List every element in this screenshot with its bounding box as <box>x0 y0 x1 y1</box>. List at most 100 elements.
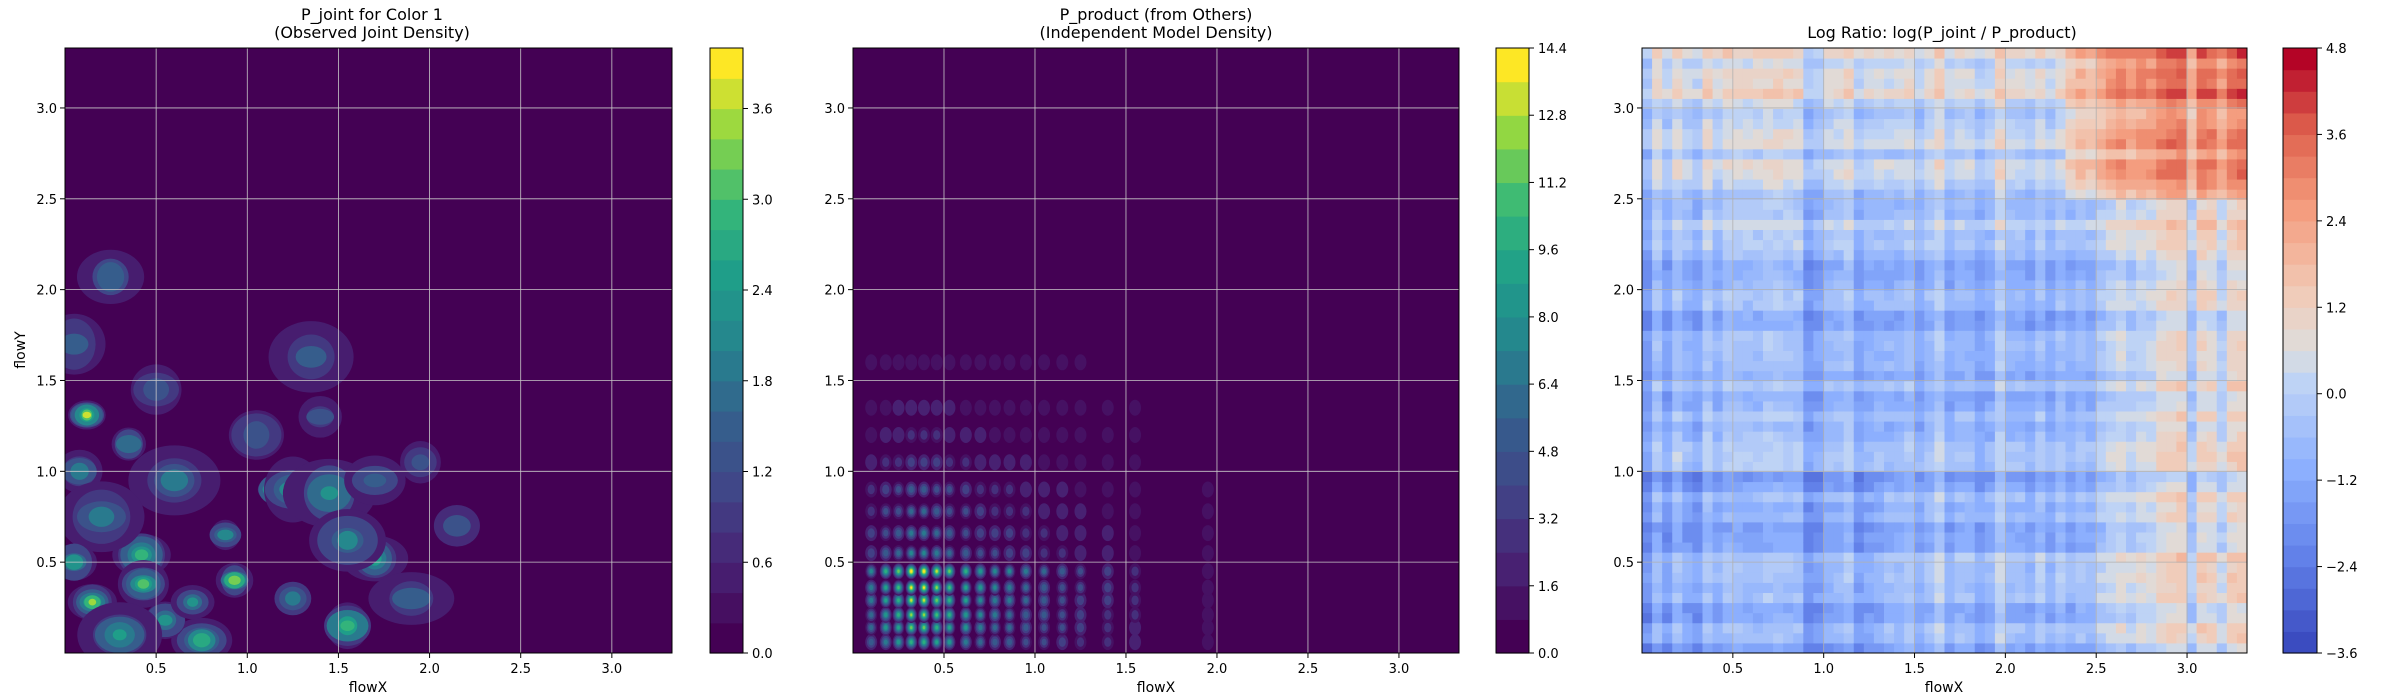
ratio-cell <box>2216 370 2228 382</box>
ratio-cell <box>1702 209 1714 220</box>
ratio-cell <box>1722 259 1734 271</box>
ratio-cell <box>1944 370 1956 382</box>
ratio-cell <box>1843 441 1855 452</box>
ratio-cell <box>1944 642 1956 653</box>
ratio-cell <box>1773 249 1784 261</box>
ratio-cell <box>2015 441 2026 452</box>
ratio-cell <box>1773 350 1784 362</box>
ratio-cell <box>2055 542 2066 553</box>
ratio-cell <box>2166 461 2177 472</box>
ratio-cell <box>1894 88 1905 99</box>
ratio-cell <box>1773 290 1784 301</box>
ratio-cell <box>1853 269 1865 281</box>
density-contour <box>948 569 951 573</box>
ratio-cell <box>1763 491 1774 503</box>
ratio-cell <box>1924 239 1935 251</box>
ratio-cell <box>1884 642 1895 653</box>
ratio-cell <box>1682 642 1693 653</box>
ratio-cell <box>1843 48 1855 59</box>
ratio-cell <box>2146 310 2157 321</box>
ratio-cell <box>2025 310 2036 321</box>
ratio-cell <box>1833 300 1845 311</box>
ratio-cell <box>1773 108 1784 120</box>
ratio-cell <box>1853 461 1865 472</box>
ratio-cell <box>2045 411 2056 422</box>
ratio-cell <box>1732 592 1744 604</box>
ratio-cell <box>1702 360 1714 372</box>
ratio-cell <box>1873 320 1885 331</box>
ratio-cell <box>2075 421 2087 432</box>
ratio-cell <box>1803 572 1814 583</box>
ratio-cell <box>2216 310 2228 321</box>
ratio-cell <box>1954 481 1966 493</box>
panel-2-x-label: flowX <box>1137 680 1176 696</box>
ratio-cell <box>1813 169 1824 180</box>
ratio-cell <box>1712 622 1724 634</box>
ratio-cell <box>2115 632 2127 644</box>
ratio-cell <box>2005 390 2016 402</box>
ratio-cell <box>2186 269 2198 281</box>
ratio-cell <box>2126 501 2137 513</box>
ratio-cell <box>1783 128 1794 140</box>
ratio-cell <box>2035 239 2046 251</box>
ratio-cell <box>2176 148 2187 160</box>
ratio-cell <box>2126 491 2137 503</box>
ratio-cell <box>2136 209 2147 220</box>
ratio-cell <box>1843 340 1855 351</box>
ratio-cell <box>2055 209 2066 220</box>
ratio-cell <box>1803 441 1814 452</box>
ratio-cell <box>1954 118 1966 130</box>
ratio-cell <box>1904 642 1915 653</box>
ratio-cell <box>2186 400 2198 412</box>
density-contour <box>116 435 142 454</box>
ratio-cell <box>1722 622 1734 634</box>
ratio-cell <box>2025 128 2036 140</box>
ratio-cell <box>1984 501 1996 513</box>
ratio-cell <box>2045 209 2056 220</box>
ratio-cell <box>2126 380 2137 392</box>
ratio-cell <box>1672 138 1683 150</box>
ratio-cell <box>1964 481 1976 493</box>
ratio-cell <box>1964 552 1976 563</box>
ratio-cell <box>2166 552 2177 563</box>
ratio-cell <box>1843 320 1855 331</box>
ratio-cell <box>1813 400 1824 412</box>
colorbar-level <box>710 501 743 533</box>
colorbar-level <box>710 562 743 594</box>
ratio-cell <box>1954 88 1966 99</box>
ratio-cell <box>2156 78 2167 89</box>
ratio-cell <box>1722 380 1734 392</box>
ratio-cell <box>1652 451 1663 462</box>
ratio-cell <box>1974 612 1986 624</box>
ratio-cell <box>2025 148 2036 160</box>
ratio-cell <box>1732 310 1744 321</box>
ratio-cell <box>1914 199 1925 210</box>
ratio-cell <box>1712 310 1724 321</box>
ratio-cell <box>1722 219 1734 230</box>
ratio-cell <box>2065 380 2077 392</box>
ratio-cell <box>2015 491 2026 503</box>
ratio-cell <box>2055 461 2066 472</box>
ratio-cell <box>1863 259 1875 271</box>
ratio-cell <box>1702 400 1714 412</box>
ratio-cell <box>2055 138 2066 150</box>
ratio-cell <box>2226 239 2238 251</box>
ratio-cell <box>1783 58 1794 69</box>
density-contour <box>160 469 189 492</box>
ratio-cell <box>1863 511 1875 523</box>
ratio-cell <box>2035 441 2046 452</box>
ratio-cell <box>1904 501 1915 513</box>
ratio-cell <box>2206 199 2218 210</box>
ratio-cell <box>1823 612 1835 624</box>
colorbar-tick-label: 11.2 <box>1538 176 1567 191</box>
ratio-cell <box>1702 491 1714 503</box>
ratio-cell <box>1752 189 1764 200</box>
ratio-cell <box>2055 310 2066 321</box>
ratio-cell <box>1813 642 1824 653</box>
ratio-cell <box>2085 330 2097 341</box>
ratio-cell <box>2085 602 2097 614</box>
ratio-cell <box>2085 279 2097 291</box>
ratio-cell <box>1672 330 1683 341</box>
ratio-cell <box>1712 58 1724 69</box>
ratio-cell <box>1954 108 1966 120</box>
